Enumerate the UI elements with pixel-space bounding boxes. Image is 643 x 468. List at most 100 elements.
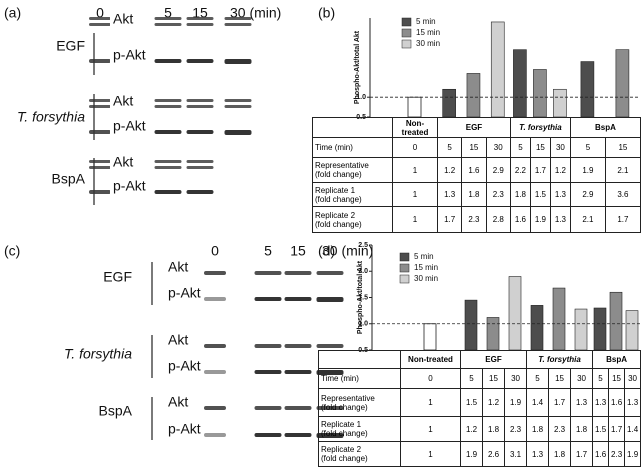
row-label: Representative (fold change) [312,157,393,183]
table-cell: 2.3 [461,206,487,233]
table-cell: 1.9 [624,441,642,467]
blot-band [154,190,182,194]
row-label: Replicate 1 (fold change) [312,182,393,207]
bar [530,305,544,351]
row-label: p-Akt [113,47,146,63]
blot-band [224,130,252,135]
blot-band [89,130,111,134]
table-corner [318,350,401,369]
bar [490,21,505,118]
table-cell: 15 [548,368,572,389]
table-header: BspA [592,350,642,369]
blot-band [204,344,226,348]
bar [625,310,639,351]
table-cell: 1.3 [436,182,463,207]
row-label: p-Akt [168,285,201,301]
table-cell: 1 [400,441,461,467]
legend-swatch [401,28,412,38]
row-label: Akt [168,259,188,275]
table-cell: 2.3 [608,441,626,467]
table-header: EGF [459,350,528,369]
data-table: Non-treated EGF T. forsythia BspA Time (min)… [318,350,642,467]
table-cell: 1.6 [509,206,531,233]
table-cell: 30 [485,137,511,158]
time-label: 0 [96,5,104,21]
label-bg [110,180,144,194]
blot-band [224,99,252,102]
table-cell: 1.8 [509,182,531,207]
label-bg [165,423,199,437]
table-header: Non-treated [392,117,438,138]
table-cell: 1.6 [592,441,610,467]
label-bg [165,261,199,275]
time-label: 5 [164,5,172,21]
panel-label: (a) [4,5,21,21]
table-cell: 1.8 [461,182,487,207]
table-cell: 0 [392,137,438,158]
blot-band [154,166,182,169]
row-label: Akt [113,11,133,27]
table-cell: 1.9 [529,206,551,233]
legend-label: 5 min [414,252,434,261]
table-cell: 1.7 [529,157,551,183]
table-cell: 2.9 [569,182,606,207]
blot-band [89,160,111,163]
bar [464,299,478,351]
table-cell: 1.5 [592,416,610,442]
label-bg [165,334,199,348]
blot-band [154,130,182,134]
blot-band [284,271,312,275]
table-cell: 1.2 [482,388,505,417]
table-cell: 1.9 [569,157,606,183]
bar [533,69,547,118]
table-cell: 30 [549,137,571,158]
blot-band [89,99,111,102]
blot-band [284,370,312,374]
table-cell: 5 [569,137,606,158]
table-cell: 5 [436,137,463,158]
blot-band [186,160,214,163]
table-cell: 1.4 [526,388,550,417]
time-label: 30 (min) [322,243,373,259]
blot-band [204,297,226,301]
blot-band [284,433,312,437]
y-tick-label: 1.0 [358,321,368,328]
treatment-label: EGF [103,269,132,285]
row-label: Time (min) [312,137,393,158]
table-cell: 1.8 [526,416,550,442]
table-cell: 1 [392,206,438,233]
table-cell: 1.7 [436,206,463,233]
panel-label: (c) [4,243,20,259]
blot-band [254,433,282,437]
table-cell: 1.3 [592,388,610,417]
row-label: Replicate 2 (fold change) [318,441,401,467]
table-cell: 15 [482,368,505,389]
y-axis-label: Phospho-Akt/total Akt [354,30,361,104]
row-label: Time (min) [318,368,401,389]
blot-band [316,271,344,275]
control-bar [423,323,437,351]
blot-band [154,17,182,20]
table-cell: 2.3 [503,416,528,442]
bar [513,49,527,118]
blot-band [224,17,252,20]
label-bg [110,120,144,134]
row-label: p-Akt [113,178,146,194]
row-label: Akt [113,93,133,109]
blot-band [204,271,226,275]
table-cell: 5 [592,368,610,389]
table-cell: 1.8 [482,416,505,442]
table-cell: 1 [400,416,461,442]
panel-label: (b) [318,5,335,21]
table-cell: 30 [503,368,528,389]
blot-band [186,17,214,20]
row-label: Replicate 1 (fold change) [318,416,401,442]
row-label: Replicate 2 (fold change) [312,206,393,233]
blot-band [254,344,282,348]
time-label: 0 [211,243,219,259]
table-cell: 1 [392,182,438,207]
table-cell: 1.8 [548,441,572,467]
blot-band [89,23,111,26]
table-cell: 2.3 [485,182,511,207]
blot-band [204,406,226,410]
